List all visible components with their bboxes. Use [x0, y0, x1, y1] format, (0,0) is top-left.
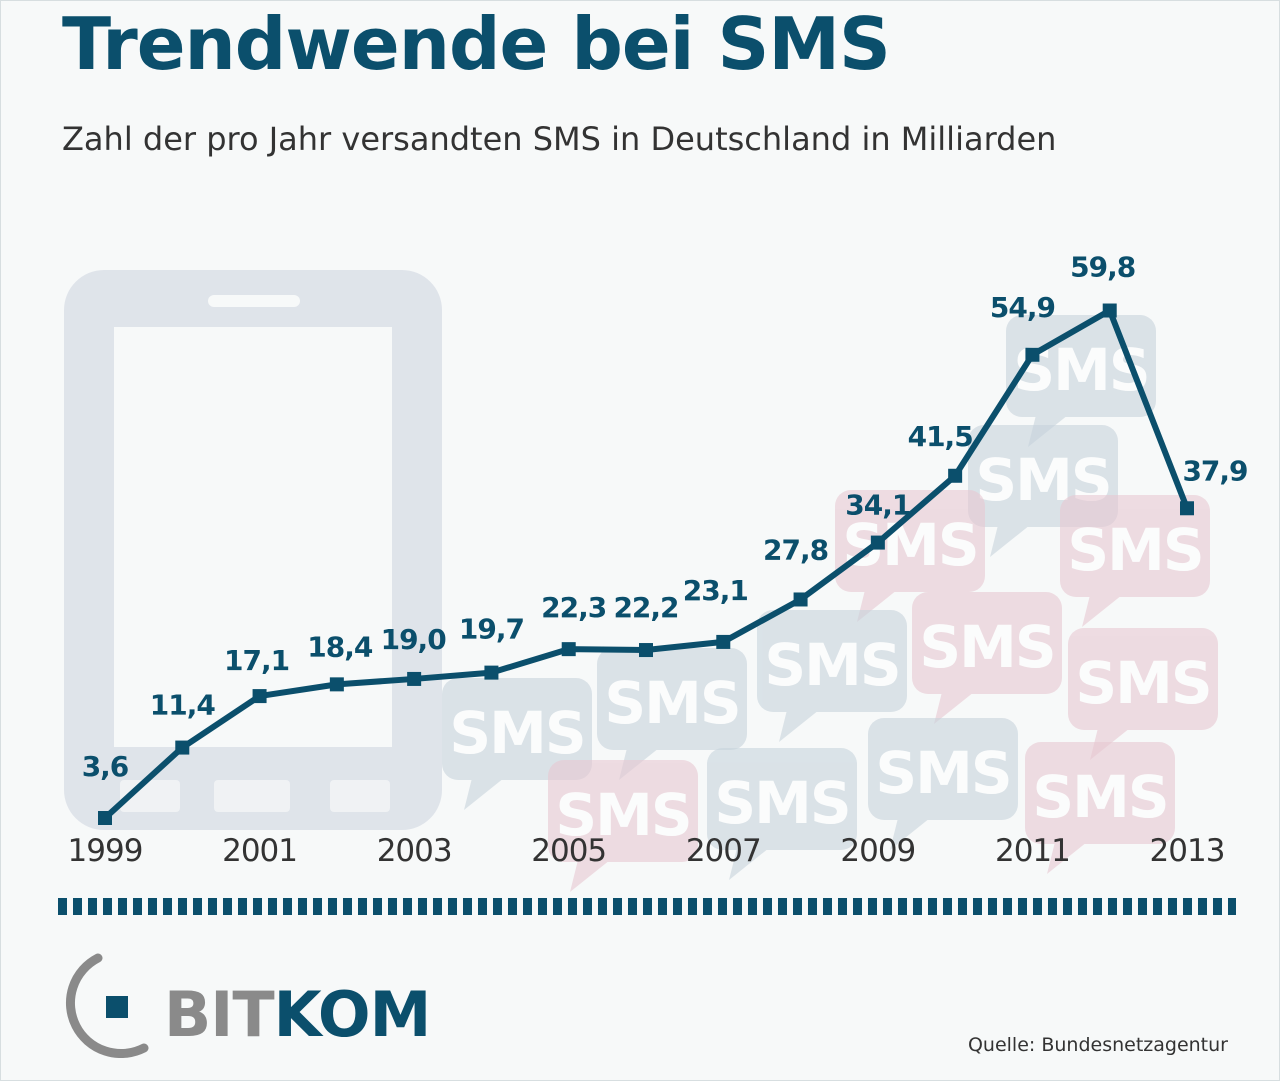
- svg-text:SMS: SMS: [714, 769, 849, 837]
- bitkom-logo-text: BITKOM: [164, 984, 431, 1046]
- value-label-2008: 27,8: [763, 533, 828, 566]
- data-point-2005: [561, 642, 576, 657]
- x-tick-label-2005: 2005: [531, 833, 606, 869]
- sms-bubble-icon: SMS: [597, 648, 747, 780]
- smartphone-icon: [64, 270, 442, 830]
- svg-text:SMS: SMS: [1075, 649, 1210, 717]
- x-tick-label-2003: 2003: [377, 833, 452, 869]
- x-tick-label-2001: 2001: [222, 833, 297, 869]
- x-tick-label-2009: 2009: [840, 833, 915, 869]
- data-point-2008: [793, 592, 808, 607]
- value-label-1999: 3,6: [82, 750, 129, 783]
- data-point-2012: [1102, 303, 1117, 318]
- data-point-2004: [484, 665, 499, 680]
- value-label-2013: 37,9: [1182, 454, 1247, 487]
- x-tick-label-2007: 2007: [686, 833, 761, 869]
- divider-dashed-line: [58, 898, 1236, 915]
- value-label-2000: 11,4: [150, 689, 216, 722]
- svg-text:SMS: SMS: [449, 699, 584, 767]
- data-point-2007: [716, 634, 731, 649]
- bitkom-logo-mark-icon: [66, 953, 149, 1058]
- data-point-2010: [948, 468, 963, 483]
- value-label-2005: 22,3: [541, 591, 606, 624]
- value-label-2003: 19,0: [381, 623, 447, 656]
- x-tick-label-2013: 2013: [1150, 833, 1225, 869]
- value-label-2002: 18,4: [307, 630, 373, 663]
- sms-bubble-icon: SMS: [1060, 495, 1210, 627]
- data-point-1999: [98, 811, 112, 825]
- data-point-2009: [870, 535, 885, 550]
- value-label-2001: 17,1: [224, 644, 289, 677]
- sms-bubble-icon: SMS: [757, 610, 907, 742]
- sms-bubble-icon: SMS: [1068, 628, 1218, 760]
- logo-kom: KOM: [273, 978, 432, 1051]
- page-subtitle: Zahl der pro Jahr versandten SMS in Deut…: [62, 120, 1057, 158]
- value-label-2006: 22,2: [613, 591, 678, 624]
- value-label-2011: 54,9: [990, 291, 1055, 324]
- svg-text:SMS: SMS: [764, 631, 899, 699]
- page-title: Trendwende bei SMS: [62, 2, 891, 86]
- data-point-2006: [639, 643, 653, 658]
- series-layer: [98, 303, 1194, 825]
- data-point-2003: [407, 671, 422, 686]
- logo-bit: BIT: [164, 978, 275, 1051]
- sms-bubble-icon: SMS: [442, 678, 592, 810]
- svg-text:SMS: SMS: [842, 511, 977, 579]
- data-point-2011: [1025, 347, 1040, 362]
- svg-text:SMS: SMS: [1032, 763, 1167, 831]
- svg-text:SMS: SMS: [555, 781, 690, 849]
- sms-bubble-icon: SMS: [548, 760, 698, 892]
- value-label-2009: 34,1: [845, 489, 910, 522]
- value-label-2012: 59,8: [1070, 251, 1135, 284]
- x-axis: 1999 2001 2003 2005 2007 2009 2011 2013: [68, 833, 1226, 869]
- svg-text:SMS: SMS: [604, 669, 739, 737]
- sms-bubble-icon: SMS: [868, 718, 1018, 850]
- value-label-2010: 41,5: [908, 420, 973, 453]
- sms-bubble-icon: SMS: [707, 748, 857, 880]
- x-tick-label-2011: 2011: [995, 833, 1070, 869]
- sms-bubble-icon: SMS: [1025, 742, 1175, 874]
- bitkom-logo: BITKOM: [52, 948, 432, 1058]
- value-label-layer: 3,6 11,417,1 18,4 19,0 19,7 22,3 22,223,1 27,8 3…: [82, 251, 1249, 783]
- svg-text:SMS: SMS: [875, 739, 1010, 807]
- data-point-2000: [175, 740, 190, 755]
- svg-text:SMS: SMS: [919, 613, 1054, 681]
- sms-bubble-icon: SMS: [835, 490, 985, 622]
- svg-text:SMS: SMS: [1067, 516, 1202, 584]
- source-note: Quelle: Bundesnetzagentur: [967, 1034, 1228, 1056]
- data-point-2001: [252, 689, 267, 704]
- sms-bubble-icon: SMS: [912, 592, 1062, 724]
- value-label-2007: 23,1: [683, 574, 748, 607]
- x-tick-label-1999: 1999: [68, 833, 143, 869]
- value-label-2004: 19,7: [459, 613, 524, 646]
- data-point-2002: [329, 677, 344, 692]
- svg-text:SMS: SMS: [1013, 336, 1148, 404]
- data-point-2013: [1180, 501, 1194, 516]
